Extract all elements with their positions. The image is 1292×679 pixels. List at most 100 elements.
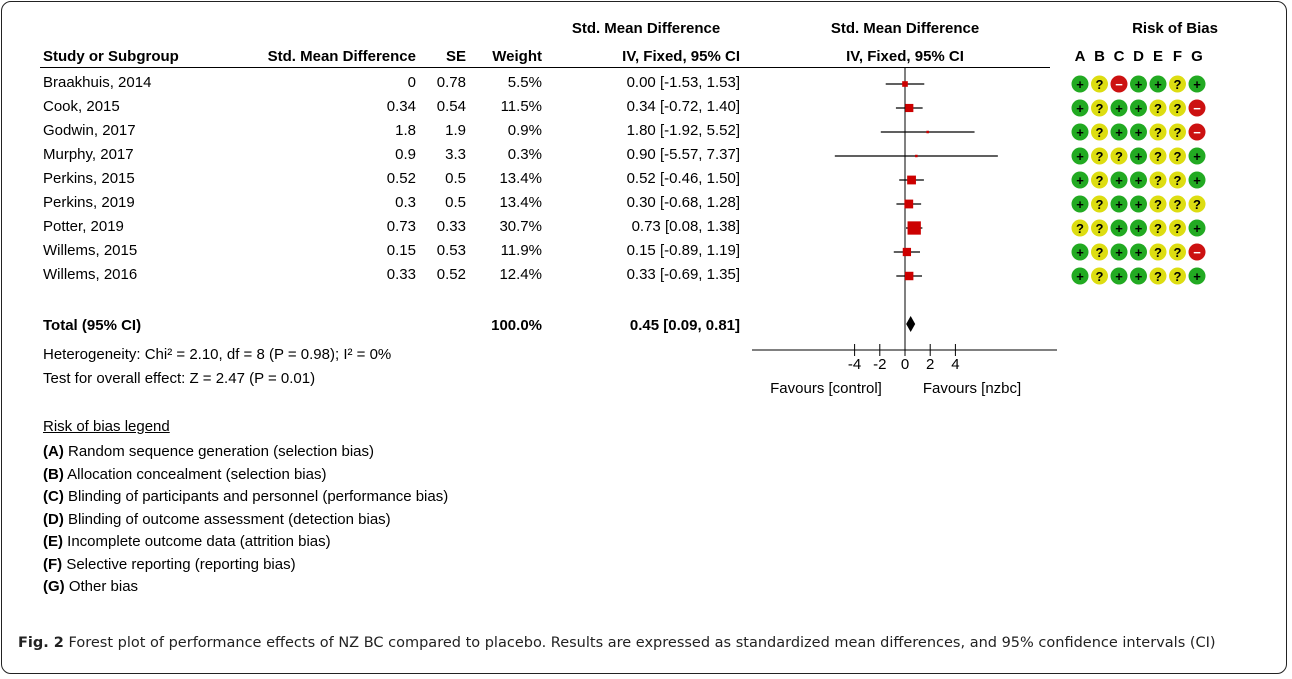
- study-se: 0.5: [445, 194, 466, 211]
- rob-symbol: +: [1076, 101, 1084, 116]
- rob-column-letter: B: [1094, 48, 1105, 65]
- rob-low-icon: [1110, 243, 1128, 261]
- rob-unclear-icon: [1091, 75, 1108, 93]
- study-weight: 11.5%: [500, 98, 542, 115]
- legend-item: (D) Blinding of outcome assessment (dete…: [43, 511, 391, 529]
- rob-unclear-icon: [1091, 219, 1108, 237]
- rob-unclear-icon: [1091, 195, 1108, 213]
- rob-symbol: ?: [1174, 221, 1182, 236]
- study-smd: 1.8: [395, 122, 416, 139]
- rob-symbol: −: [1193, 101, 1201, 116]
- rob-symbol: ?: [1096, 125, 1104, 140]
- rob-symbol: ?: [1174, 269, 1182, 284]
- favours-control-label: Favours [control]: [770, 380, 882, 397]
- rob-unclear-icon: [1149, 243, 1167, 261]
- rob-column-letter: G: [1191, 48, 1203, 65]
- header-smd: Std. Mean Difference: [267, 48, 416, 65]
- study-se: 0.52: [436, 266, 466, 283]
- legend-text: Other bias: [64, 578, 139, 595]
- study-ci: 0.30 [-0.68, 1.28]: [626, 194, 740, 211]
- rob-unclear-icon: [1169, 123, 1186, 141]
- rob-symbol: +: [1076, 245, 1084, 260]
- study-smd: 0.33: [386, 266, 416, 283]
- legend-item: (A) Random sequence generation (selectio…: [43, 443, 374, 461]
- study-se: 0.53: [436, 242, 466, 259]
- study-weight: 11.9%: [500, 242, 542, 259]
- legend-text: Selective reporting (reporting bias): [62, 555, 296, 573]
- legend-key: (G): [43, 578, 65, 595]
- rob-low-icon: [1110, 171, 1128, 189]
- rob-column-letter: F: [1172, 48, 1183, 65]
- rob-symbol: +: [1193, 221, 1201, 236]
- legend-item: (E) Incomplete outcome data (attrition b…: [43, 533, 331, 551]
- effect-marker: [902, 81, 908, 87]
- rob-unclear-icon: [1169, 75, 1186, 93]
- study-se: 0.78: [436, 74, 466, 91]
- rob-symbol: +: [1115, 245, 1123, 260]
- study-name: Murphy, 2017: [43, 146, 134, 163]
- study-smd: 0.34: [386, 98, 416, 115]
- rob-unclear-icon: [1149, 267, 1167, 285]
- rob-unclear-icon: [1071, 219, 1089, 237]
- study-name: Godwin, 2017: [43, 122, 136, 139]
- rob-symbol: +: [1135, 269, 1143, 284]
- study-se: 0.54: [436, 98, 466, 115]
- study-name: Willems, 2016: [43, 266, 138, 283]
- study-weight: 12.4%: [499, 266, 542, 283]
- header-weight: Weight: [492, 48, 542, 65]
- header-plot-ci: IV, Fixed, 95% CI: [846, 48, 964, 65]
- effect-marker: [907, 221, 921, 235]
- study-ci: 0.52 [-0.46, 1.50]: [626, 170, 740, 187]
- rob-unclear-icon: [1169, 243, 1186, 261]
- rob-symbol: +: [1115, 269, 1123, 284]
- study-name: Willems, 2015: [43, 242, 138, 259]
- rob-symbol: +: [1193, 77, 1201, 92]
- rob-symbol: ?: [1154, 269, 1162, 284]
- rob-symbol: ?: [1096, 245, 1104, 260]
- rob-symbol: ?: [1174, 125, 1182, 140]
- rob-low-icon: [1130, 75, 1147, 93]
- rob-unclear-icon: [1169, 195, 1186, 213]
- legend-text: Blinding of participants and personnel (…: [63, 488, 449, 505]
- legend-title: Risk of bias legend: [43, 418, 170, 435]
- rob-low-icon: [1130, 219, 1147, 237]
- study-weight: 13.4%: [499, 194, 542, 211]
- rob-symbol: +: [1154, 77, 1162, 92]
- rob-symbol: ?: [1096, 149, 1104, 164]
- rob-unclear-icon: [1149, 123, 1167, 141]
- x-tick-label: -2: [873, 356, 886, 373]
- rob-symbol: ?: [1096, 221, 1104, 236]
- study-smd: 0: [407, 74, 416, 91]
- rob-symbol: +: [1115, 221, 1123, 236]
- rob-symbol: +: [1193, 173, 1201, 188]
- study-se: 1.9: [445, 122, 466, 139]
- rob-low-icon: [1130, 147, 1147, 165]
- rob-high-icon: [1188, 99, 1206, 117]
- rob-symbol: ?: [1154, 125, 1162, 140]
- legend-item: (B) Allocation concealment (selection bi…: [43, 466, 326, 484]
- rob-symbol: +: [1076, 149, 1084, 164]
- rob-low-icon: [1188, 75, 1206, 93]
- study-se: 3.3: [445, 146, 466, 163]
- caption-text: Forest plot of performance effects of NZ…: [63, 635, 1216, 651]
- overall-effect-text: Test for overall effect: Z = 2.47 (P = 0…: [43, 370, 316, 387]
- rob-symbol: −: [1193, 125, 1201, 140]
- legend-item: (G) Other bias: [43, 578, 138, 596]
- x-tick-label: 2: [926, 356, 934, 373]
- rob-low-icon: [1110, 99, 1128, 117]
- rob-symbol: ?: [1154, 173, 1162, 188]
- rob-symbol: +: [1135, 197, 1143, 212]
- rob-symbol: +: [1135, 101, 1143, 116]
- total-weight: 100.0%: [491, 317, 542, 334]
- rob-unclear-icon: [1149, 195, 1167, 213]
- rob-symbol: ?: [1096, 197, 1104, 212]
- rob-low-icon: [1071, 243, 1089, 261]
- rob-symbol: ?: [1076, 221, 1084, 236]
- header-study: Study or Subgroup: [43, 48, 179, 65]
- study-name: Braakhuis, 2014: [43, 74, 152, 91]
- rob-low-icon: [1110, 267, 1128, 285]
- x-tick-label: 4: [951, 356, 959, 373]
- rob-low-icon: [1130, 171, 1147, 189]
- rob-unclear-icon: [1149, 219, 1167, 237]
